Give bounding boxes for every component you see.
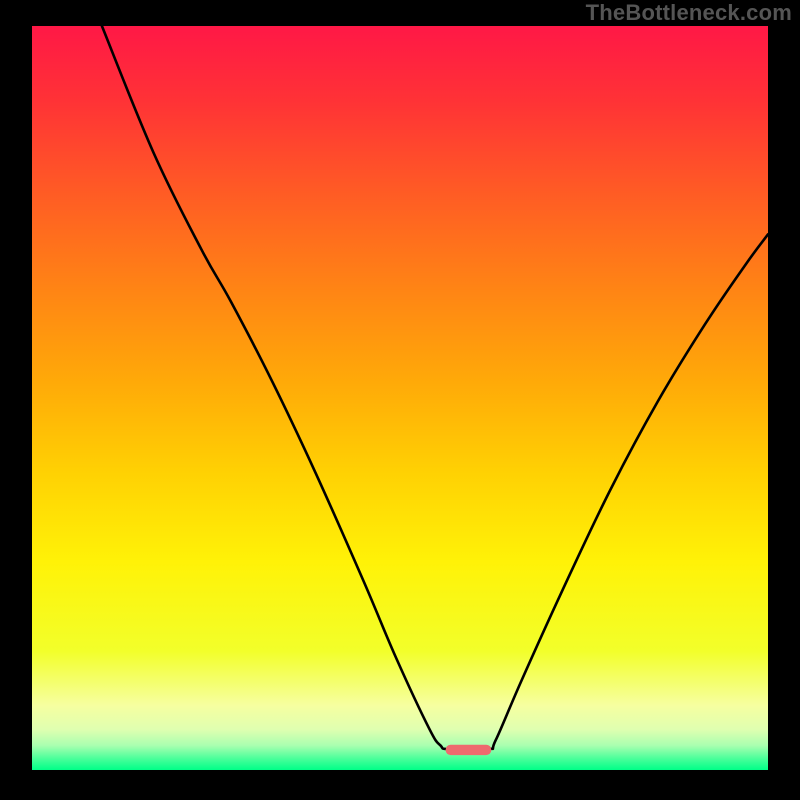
gradient-area bbox=[32, 26, 768, 770]
bottleneck-chart bbox=[0, 0, 800, 800]
watermark-text: TheBottleneck.com bbox=[586, 0, 792, 26]
optimal-marker bbox=[446, 745, 492, 755]
